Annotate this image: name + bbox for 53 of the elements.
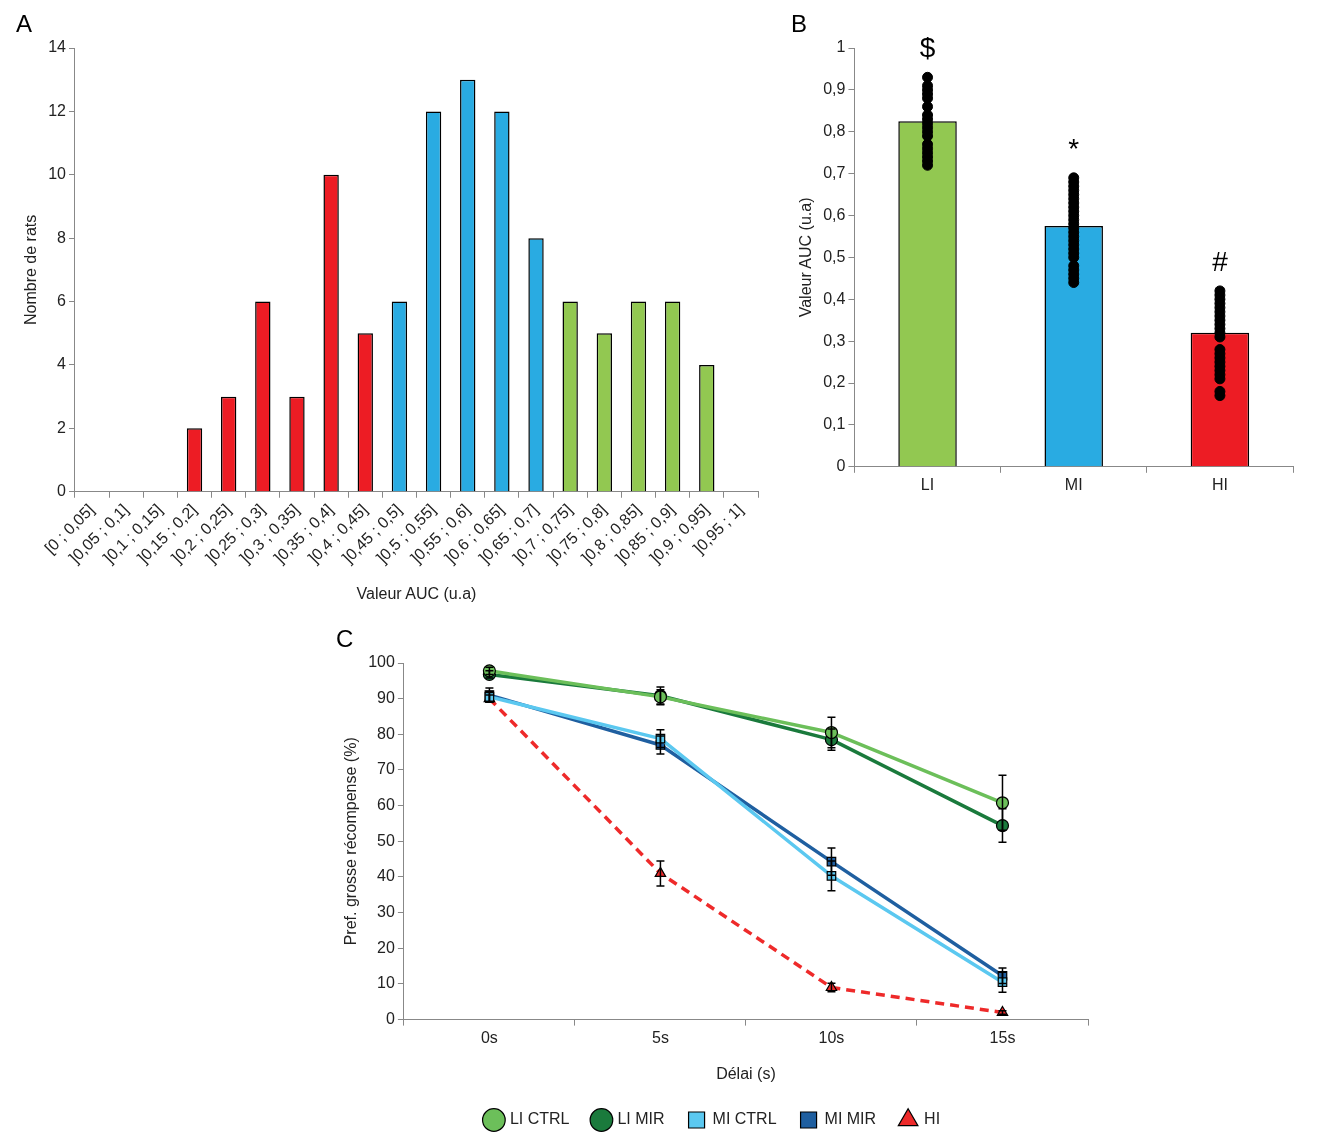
y-tick-label: 1 [836, 38, 846, 56]
y-tick-label: 12 [48, 101, 67, 119]
y-tick-label: 14 [48, 38, 67, 56]
y-tick-label: 10 [377, 974, 395, 992]
legend-label: LI CTRL [509, 1110, 570, 1128]
y-tick-label: 40 [377, 867, 395, 885]
y-axis-title: Nombre de rats [22, 214, 40, 326]
y-tick-label: 0,9 [823, 80, 846, 98]
y-axis-title: Pref. grosse récompense (%) [342, 737, 360, 946]
y-tick-label: 90 [377, 689, 395, 707]
legend-label: MI MIR [824, 1110, 877, 1128]
y-tick-label: 0,2 [823, 373, 846, 391]
legend-label: LI MIR [617, 1110, 665, 1128]
y-tick-label: 0,5 [823, 247, 846, 265]
annotation: # [1212, 245, 1229, 277]
x-tick-label: MI [1064, 475, 1083, 493]
y-tick-label: 0 [836, 457, 846, 475]
y-tick-label: 0,8 [823, 122, 846, 140]
annotation: $ [919, 32, 936, 64]
x-tick-label: 5s [651, 1028, 669, 1046]
x-tick-label: 15s [989, 1028, 1016, 1046]
x-tick-label: 0s [480, 1028, 498, 1046]
x-tick-label: 10s [818, 1028, 845, 1046]
y-tick-label: 0,7 [823, 164, 846, 182]
y-tick-label: 2 [57, 418, 67, 436]
y-tick-label: 50 [377, 831, 395, 849]
legend-label: HI [924, 1110, 941, 1128]
legend-label: MI CTRL [712, 1110, 777, 1128]
y-tick-label: 70 [377, 760, 395, 778]
x-tick-label: LI [920, 475, 935, 493]
y-tick-label: 100 [368, 653, 395, 671]
y-tick-label: 4 [57, 355, 67, 373]
y-tick-label: 60 [377, 796, 395, 814]
y-tick-label: 0 [385, 1010, 395, 1028]
text: B [791, 10, 808, 38]
y-tick-label: 10 [48, 165, 67, 183]
y-tick-label: 0,1 [823, 415, 846, 433]
x-tick-label: HI [1211, 475, 1228, 493]
y-tick-label: 0,4 [823, 289, 846, 307]
y-tick-label: 20 [377, 938, 395, 956]
x-axis-title: Valeur AUC (u.a) [356, 584, 477, 602]
y-tick-label: 0,6 [823, 205, 846, 223]
text: A [16, 10, 33, 38]
text: C [336, 625, 354, 653]
y-tick-label: 30 [377, 903, 395, 921]
y-tick-label: 8 [57, 228, 67, 246]
y-tick-label: 6 [57, 291, 67, 309]
x-axis-title: Délai (s) [716, 1064, 776, 1082]
y-axis-title: Valeur AUC (u.a) [797, 197, 815, 318]
y-tick-label: 80 [377, 724, 395, 742]
annotation: * [1068, 132, 1080, 164]
y-tick-label: 0 [57, 482, 67, 500]
y-tick-label: 0,3 [823, 331, 846, 349]
